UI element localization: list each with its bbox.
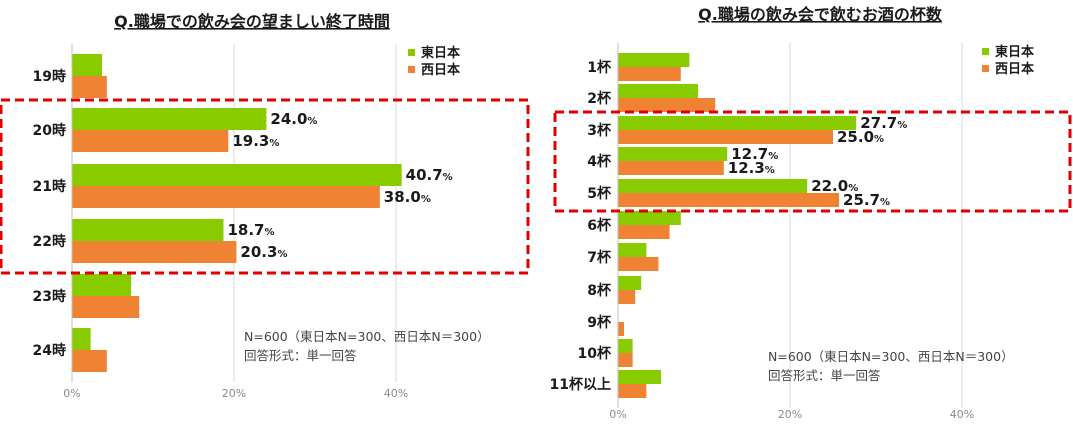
legend-swatch [982,48,989,55]
bar-west [72,76,107,98]
data-label-unit: % [307,116,317,127]
bar-west [72,296,140,318]
chart-1: 0% 20% 40% Q.職場での飲み会の望ましい終了時間 19時 20時 24.0% 19.… [0,12,530,400]
data-label-unit: % [768,151,778,162]
bar-east [618,339,633,353]
legend-swatch [982,65,989,72]
sample-note: N=600（東日本N=300、西日本N＝300） [244,329,490,344]
bar-east [618,53,690,67]
chart-title: Q.職場での飲み会の望ましい終了時間 [114,12,390,31]
data-label: 12.7% [731,145,778,163]
bar-west [72,350,107,372]
bar-west [618,193,840,207]
category-label: 2杯 [587,90,612,107]
bar-east [618,276,642,290]
bar-west [618,225,670,239]
data-label-unit: % [880,197,890,208]
legend-swatch [408,66,415,73]
data-label: 19.3% [232,132,279,150]
bar-west [72,241,237,263]
category-label: 10杯 [578,345,612,362]
data-label: 38.0% [384,188,431,206]
bar-east [618,370,661,384]
category-label: 4杯 [587,153,612,170]
category-label: 1杯 [587,59,612,76]
legend-label: 西日本 [421,62,460,78]
data-label: 24.0% [270,110,317,128]
bar-east [72,219,224,241]
bar-east [72,274,132,296]
x-tick-label: 20% [222,387,246,400]
x-tick-label: 0% [609,408,626,421]
bar-east [72,54,102,76]
chart-2: 0% 20% 40% Q.職場の飲み会で飲むお酒の杯数 1杯 2杯 3杯 27.7%25.0%… [550,5,1072,421]
chart-title: Q.職場の飲み会で飲むお酒の杯数 [698,5,943,24]
category-label: 8杯 [587,282,612,299]
legend-label: 東日本 [421,45,460,61]
category-label: 19時 [33,68,66,85]
legend-swatch [408,49,415,56]
data-label: 25.7% [843,191,890,209]
category-label: 24時 [33,342,66,359]
category-label: 22時 [33,233,66,250]
bar-east [618,147,728,161]
bar-west [72,130,229,152]
bar-west [72,186,380,208]
bar-west [618,322,625,336]
data-label-unit: % [277,249,287,260]
bar-east [72,328,91,350]
category-label: 20時 [33,122,66,139]
data-label: 12.3% [728,159,775,177]
bar-west [618,98,716,112]
x-tick-label: 0% [63,387,80,400]
category-label: 3杯 [587,122,612,139]
data-label-unit: % [443,172,453,183]
legend-label: 東日本 [995,44,1034,60]
bar-west [618,290,636,304]
data-label-unit: % [874,134,884,145]
x-tick-label: 20% [778,408,802,421]
data-label: 18.7% [227,221,274,239]
bar-west [618,67,681,81]
bar-east [618,211,681,225]
sample-note: N=600（東日本N=300、西日本N＝300） [768,349,1014,364]
data-label: 22.0% [811,177,858,195]
bar-west [618,257,659,271]
data-label-unit: % [269,138,279,149]
bar-east [72,164,402,186]
category-label: 23時 [33,288,66,305]
bar-east [618,243,647,257]
category-label: 6杯 [587,217,612,234]
bar-east [72,108,267,130]
category-label: 5杯 [587,185,612,202]
data-label: 20.3% [240,243,287,261]
category-label: 9杯 [587,314,612,331]
sample-note: 回答形式：単一回答 [244,348,357,363]
category-label: 21時 [33,178,66,195]
bar-west [618,384,647,398]
bar-west [618,161,724,175]
data-label: 40.7% [406,166,453,184]
legend-label: 西日本 [995,61,1034,77]
data-label: 27.7% [860,114,907,132]
x-tick-label: 40% [384,387,408,400]
bar-west [618,130,833,144]
data-label-unit: % [765,165,775,176]
bar-east [618,84,698,98]
x-tick-label: 40% [950,408,974,421]
bar-east [618,116,857,130]
bar-east [618,179,808,193]
highlight-box [553,110,1072,213]
data-label: 25.0% [837,128,884,146]
bar-west [618,353,633,367]
sample-note: 回答形式：単一回答 [768,368,881,383]
category-label: 7杯 [587,249,612,266]
category-label: 11杯以上 [550,376,611,393]
data-label-unit: % [848,183,858,194]
data-label-unit: % [897,120,907,131]
data-label-unit: % [421,194,431,205]
data-label-unit: % [264,227,274,238]
